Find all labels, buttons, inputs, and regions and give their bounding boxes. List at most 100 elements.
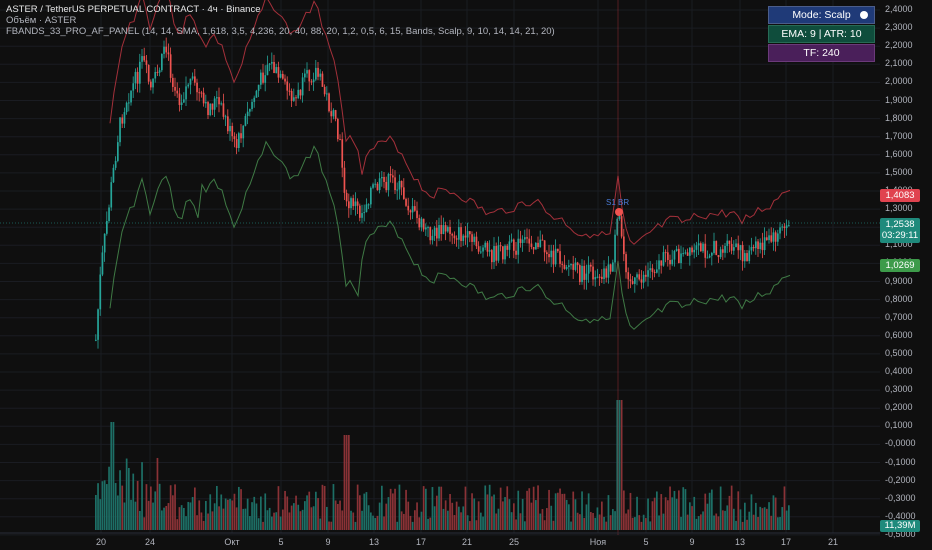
candle-body (469, 231, 471, 235)
volume-bar (788, 505, 790, 530)
volume-bar (471, 493, 473, 530)
candle-body (114, 160, 117, 168)
volume-bar (475, 520, 478, 530)
candle-body (768, 235, 770, 241)
candle-body (662, 252, 665, 266)
volume-bar (660, 494, 663, 530)
candle-body (719, 249, 722, 258)
candle-body (359, 205, 361, 218)
candle-body (592, 266, 594, 280)
volume-bar (495, 513, 498, 530)
candle-body (286, 81, 289, 91)
volume-bar (99, 499, 102, 530)
candle-body (495, 246, 498, 261)
candle-body (594, 277, 597, 280)
volume-bar (647, 498, 649, 530)
volume-bar (737, 491, 740, 530)
volume-bar (255, 503, 258, 530)
candle-body (288, 90, 291, 92)
candle-body (515, 250, 517, 255)
candle-body (365, 204, 368, 213)
candle-body (623, 236, 625, 255)
candle-body (664, 252, 667, 254)
candle-body (95, 339, 97, 341)
candle-body (293, 97, 295, 101)
candle-body (526, 237, 528, 239)
bar-countdown: 03:29:11 (881, 230, 919, 241)
price-axis-label: 2,4000 (885, 4, 913, 14)
candle-body (702, 243, 704, 252)
volume-bar (466, 515, 469, 530)
volume-bar (290, 505, 293, 530)
volume-bar (543, 520, 546, 530)
volume-bar (634, 517, 636, 530)
volume-bar (678, 490, 680, 530)
candle-body (473, 236, 476, 242)
mode-row[interactable]: Mode: Scalp (768, 6, 875, 24)
candle-body (150, 81, 152, 88)
volume-bar (757, 516, 759, 530)
volume-bar (473, 498, 476, 530)
candle-body (642, 274, 645, 283)
candle-body (101, 252, 104, 275)
volume-bar (429, 517, 432, 530)
candle-body (319, 73, 322, 77)
volume-bar (227, 499, 229, 530)
volume-bar (550, 505, 553, 530)
volume-bar (262, 521, 264, 530)
candles (95, 37, 790, 349)
candle-body (205, 102, 207, 104)
candle-body (752, 246, 755, 249)
volume-bar (739, 509, 742, 530)
candle-body (273, 62, 275, 74)
volume-bar (378, 502, 381, 530)
candle-body (455, 238, 458, 240)
time-axis-label: 20 (95, 537, 107, 547)
volume-bar (724, 510, 726, 530)
candle-body (211, 103, 214, 110)
candle-body (563, 264, 566, 269)
time-axis-label: 5 (278, 537, 284, 547)
candle-body (704, 243, 707, 258)
volume-bar (308, 491, 311, 530)
candle-body (431, 235, 434, 241)
candle-body (235, 139, 238, 148)
volume-bar (627, 509, 630, 530)
candle-body (770, 235, 773, 242)
volume-bar (510, 512, 513, 530)
volume-bar (455, 501, 458, 530)
candle-body (348, 201, 350, 209)
volume-bar (172, 495, 174, 530)
volume-bar (603, 516, 605, 530)
candle-body (301, 77, 304, 96)
candle-body (482, 247, 484, 252)
volume-bars (95, 400, 790, 530)
candle-body (466, 231, 469, 238)
candle-body (229, 125, 231, 132)
candle-body (99, 274, 102, 310)
volume-bar (438, 486, 440, 530)
volume-bar (572, 491, 575, 530)
volume-bar (398, 484, 401, 530)
candle-body (176, 90, 179, 94)
volume-bar (242, 508, 245, 530)
volume-bar (532, 486, 535, 530)
candle-body (686, 252, 689, 256)
candle-body (266, 64, 269, 76)
candle-body (645, 274, 647, 277)
candle-body (552, 250, 555, 265)
candle-body (499, 245, 502, 247)
candle-body (715, 241, 718, 255)
price-axis-label: 1,6000 (885, 148, 913, 159)
candle-body (370, 187, 372, 205)
candle-body (755, 241, 757, 249)
candle-body (141, 56, 143, 62)
candle-body (262, 72, 264, 83)
volume-bar (625, 513, 627, 530)
candle-body (165, 46, 168, 53)
mode-toggle-icon[interactable] (860, 11, 868, 19)
candle-body (530, 243, 533, 247)
candle-body (785, 225, 788, 229)
volume-bar (649, 521, 652, 530)
